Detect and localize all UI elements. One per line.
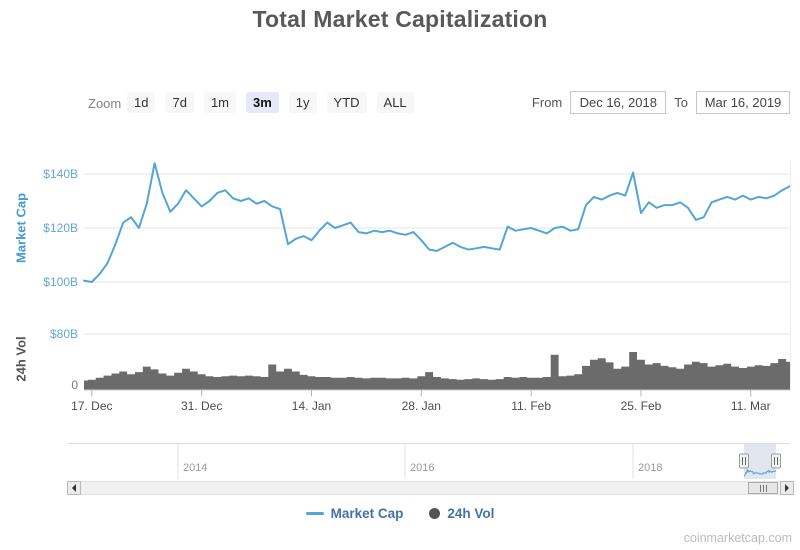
left-triangle-icon: [68, 484, 76, 492]
zoom-label: Zoom: [88, 96, 122, 111]
volume-axis-title: 24h Vol: [13, 336, 29, 382]
legend-item-market-cap[interactable]: Market Cap: [305, 506, 404, 521]
legend-item-24h-vol[interactable]: 24h Vol: [429, 506, 494, 521]
right-triangle-icon: [785, 484, 793, 492]
to-label: To: [674, 95, 688, 110]
circle-symbol-icon: [429, 508, 441, 519]
zoom-button-ytd[interactable]: YTD: [326, 92, 367, 113]
zoom-button-3m[interactable]: 3m: [246, 92, 279, 113]
chart-title: Total Market Capitalization: [252, 6, 548, 32]
zoom-button-group: 1d 7d 1m 3m 1y YTD ALL: [127, 92, 414, 113]
legend-label: Market Cap: [330, 506, 404, 521]
date-range-group: From To: [532, 91, 790, 114]
scrollbar-track[interactable]: [67, 481, 794, 495]
line-symbol-icon: [305, 512, 324, 515]
scrollbar-right-arrow[interactable]: [780, 481, 794, 495]
navigator-mini-series: [743, 469, 777, 477]
from-date-input[interactable]: [570, 91, 667, 114]
market-cap-line-series: [83, 162, 791, 283]
navigator-mask-selected[interactable]: [744, 444, 776, 479]
market-cap-axis-title: Market Cap: [13, 192, 29, 264]
watermark: coinmarketcap.com: [683, 531, 792, 545]
from-label: From: [531, 95, 563, 110]
scrollbar-thumb[interactable]: [748, 482, 778, 494]
navigator-handle-right[interactable]: [771, 453, 781, 469]
volume-area-series: [84, 352, 790, 390]
legend: Market Cap 24h Vol: [0, 506, 800, 521]
zoom-button-7d[interactable]: 7d: [165, 92, 194, 113]
to-date-input[interactable]: [696, 91, 790, 114]
navigator-handle-left[interactable]: [739, 453, 749, 469]
zoom-button-1m[interactable]: 1m: [203, 92, 236, 113]
zoom-button-1d[interactable]: 1d: [127, 92, 156, 113]
legend-label: 24h Vol: [447, 506, 495, 521]
zoom-button-all[interactable]: ALL: [376, 92, 414, 113]
scrollbar-left-arrow[interactable]: [67, 481, 81, 495]
zoom-button-1y[interactable]: 1y: [288, 92, 317, 113]
